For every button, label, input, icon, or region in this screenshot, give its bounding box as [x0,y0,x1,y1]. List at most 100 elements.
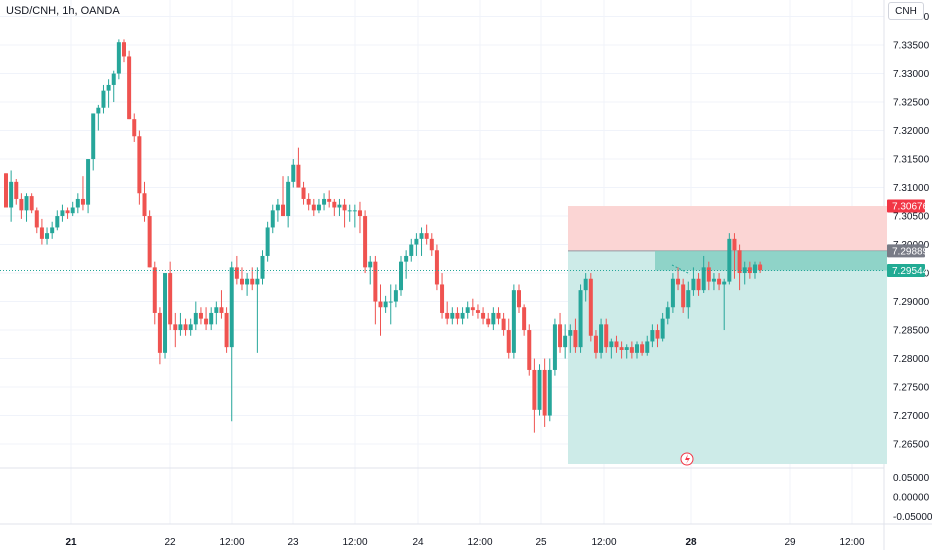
candle-body [291,164,296,182]
time-tick-label: 12:00 [591,537,616,548]
candle-body [245,278,250,285]
candle-body [455,312,460,319]
candle-body [80,198,85,205]
time-tick-label: 12:00 [839,537,864,548]
indicator-tick-label: 0.00000 [893,493,930,504]
time-tick-label: 29 [784,537,796,548]
price-axis[interactable]: 7.340007.335007.330007.325007.320007.315… [893,12,930,451]
lightning-icon [680,452,694,466]
currency-button[interactable]: CNH [888,2,924,20]
candle-body [286,181,291,217]
candle-body [527,330,532,370]
candles [4,39,763,433]
price-tick-label: 7.27000 [893,411,930,422]
price-tick-label: 7.33500 [893,41,930,52]
candle-body [9,181,14,208]
candle-body [239,278,244,285]
candle-body [547,369,552,416]
price-tick-label: 7.33000 [893,69,930,80]
candle-body [45,233,50,239]
candle-body [727,238,732,282]
candle-body [270,210,275,228]
candle-body [624,347,629,350]
candle-body [429,238,434,251]
candle-body [645,341,650,353]
candle-body [255,278,260,285]
candle-body [522,307,527,331]
candle-body [142,193,147,217]
candle-body [368,261,373,268]
candle-body [132,119,137,137]
candle-body [481,312,486,319]
candle-body [275,204,280,211]
time-axis[interactable]: 21 22 12:00 23 12:00 24 12:00 25 12:00 28 29 12:00 [65,537,865,548]
candle-body [537,369,542,410]
stop-price-badge-label: 7.30676 [892,202,929,213]
candle-body [388,301,393,303]
candle-body [311,204,316,211]
candle-body [450,312,455,319]
pnl-band [655,250,887,271]
candle-body [419,233,424,239]
candle-body [609,341,614,348]
price-tick-label: 7.30500 [893,212,930,223]
candle-body [665,307,670,319]
candle-body [614,341,619,348]
candle-body [19,198,24,211]
candle-body [342,204,347,211]
candle-body [332,201,337,208]
candle-body [347,210,352,212]
last-price-badge-bg [887,264,925,278]
candle-body [599,324,604,353]
time-tick-label: 24 [412,537,424,548]
candle-body [486,318,491,325]
candle-body [198,312,203,319]
candle-body [168,273,173,325]
candle-body [629,347,634,353]
candle-body [414,238,419,245]
candle-body [604,324,609,348]
candle-body [373,261,378,302]
candle-body [701,267,706,291]
indicator-tick-label: -0.05000 [893,512,932,523]
candle-body [445,312,450,319]
candle-body [352,210,357,212]
candle-body [552,324,557,370]
price-tick-label: 7.26500 [893,440,930,451]
time-tick-label: 28 [685,537,697,548]
candle-body [91,113,96,160]
price-tick-label: 7.28000 [893,354,930,365]
candle-body [50,227,55,234]
candle-body [470,307,475,311]
candle-body [747,267,752,274]
candle-body [316,204,321,211]
candle-body [96,107,101,114]
symbol-title[interactable]: USD/CNH, 1h, OANDA [6,5,120,17]
candle-body [183,324,188,331]
candle-body [229,267,234,348]
candle-body [578,290,583,348]
price-tick-label: 7.31000 [893,183,930,194]
indicator-tick-label: 0.05000 [893,473,930,484]
candle-body [152,267,157,313]
candle-body [732,238,737,251]
candle-body [116,42,121,74]
candle-body [60,210,65,217]
candle-body [501,318,506,331]
candle-body [214,307,219,313]
price-tick-label: 7.29000 [893,297,930,308]
stop-price-badge: 7.30676 [887,199,929,213]
time-tick-label: 22 [164,537,176,548]
candle-body [676,278,681,285]
candle-body [209,312,214,325]
price-tick-label: 7.27500 [893,383,930,394]
candle-body [234,267,239,279]
candle-body [327,198,332,202]
candle-body [660,318,665,339]
candle-body [193,312,198,325]
candle-body [511,290,516,353]
candle-body [583,278,588,291]
candle-body [424,233,429,239]
candle-body [409,244,414,256]
